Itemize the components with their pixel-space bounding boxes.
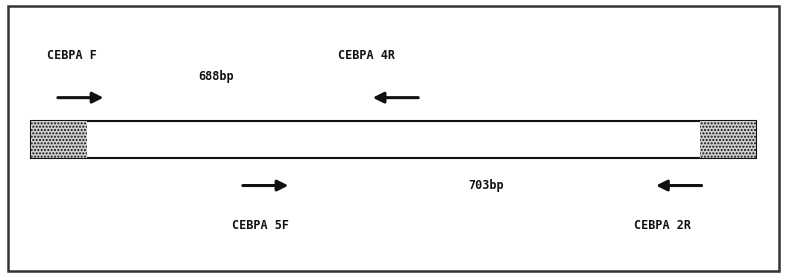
Text: CEBPA 5F: CEBPA 5F — [232, 220, 289, 232]
Text: CEBPA 2R: CEBPA 2R — [634, 220, 690, 232]
Text: CEBPA 4R: CEBPA 4R — [338, 49, 395, 62]
Bar — [31, 121, 756, 158]
Text: 688bp: 688bp — [198, 70, 235, 83]
Text: CEBPA F: CEBPA F — [47, 49, 97, 62]
Bar — [700, 121, 756, 158]
Bar — [31, 121, 87, 158]
Text: 703bp: 703bp — [468, 179, 504, 192]
